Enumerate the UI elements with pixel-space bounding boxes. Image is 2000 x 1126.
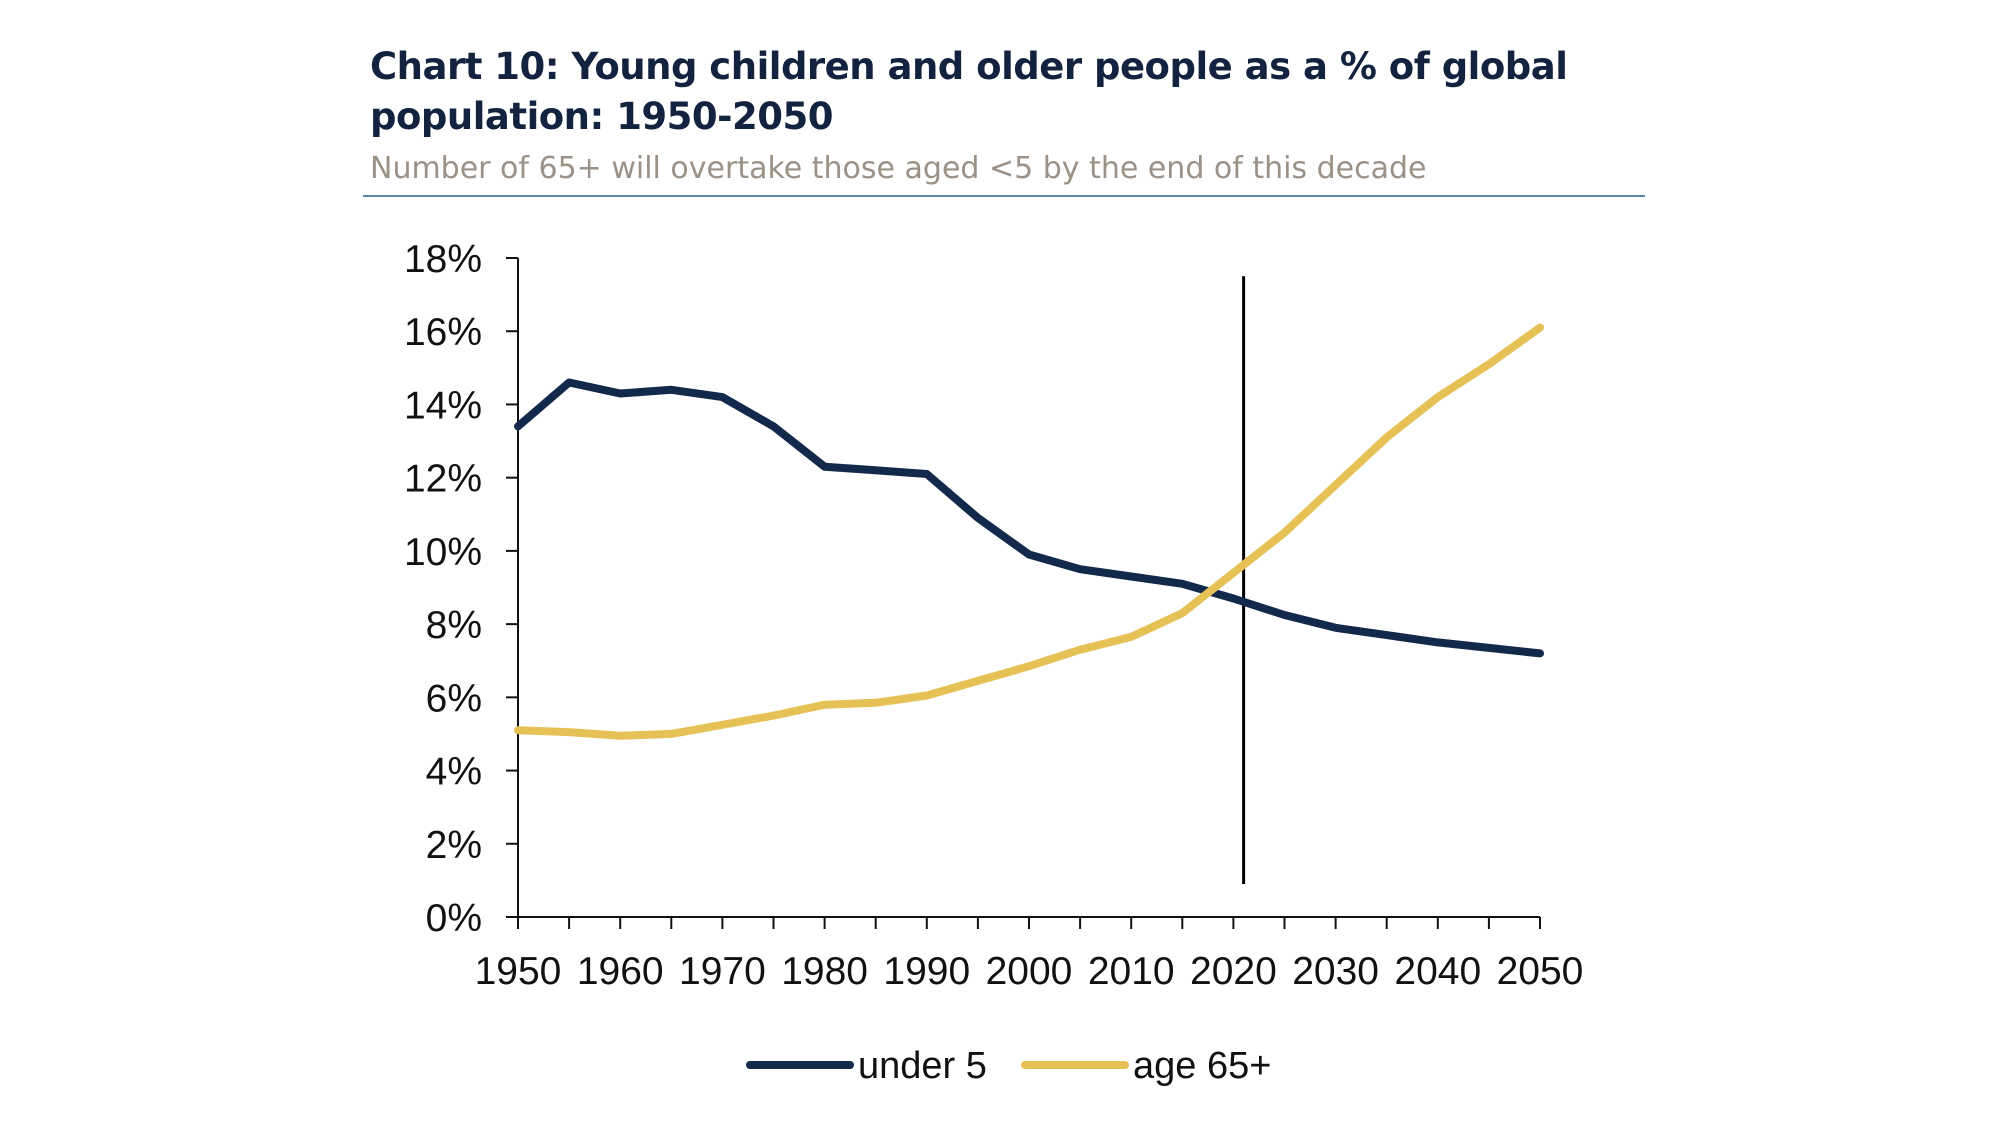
- axes: [517, 258, 1540, 918]
- y-tick-label: 14%: [404, 384, 482, 427]
- series-lines: [514, 323, 1544, 740]
- y-tick-label: 8%: [426, 604, 482, 647]
- x-tick-label: 2000: [986, 950, 1073, 993]
- series-line-age-65: [514, 323, 1544, 740]
- x-tick-label: 1960: [577, 950, 664, 993]
- legend: under 5 age 65+: [746, 1045, 1271, 1087]
- x-tick-label: 2050: [1497, 950, 1584, 993]
- y-tick-label: 2%: [426, 824, 482, 867]
- x-tick-label: 1980: [781, 950, 868, 993]
- x-axis-ticks: 1950 1960 1970 1980 1990 2000 2010 2020 2030 2040…: [475, 917, 1584, 993]
- legend-label: under 5: [858, 1045, 987, 1087]
- chart-title: Chart 10: Young children and older peopl…: [370, 45, 1568, 138]
- title-divider: [363, 195, 1645, 197]
- y-tick-label: 10%: [404, 531, 482, 574]
- series-line-under-5: [514, 378, 1544, 658]
- x-tick-label: 1950: [475, 950, 562, 993]
- x-tick-label: 2030: [1292, 950, 1379, 993]
- legend-label: age 65+: [1133, 1045, 1271, 1087]
- x-tick-label: 1990: [883, 950, 970, 993]
- x-tick-label: 2040: [1394, 950, 1481, 993]
- x-tick-label: 1970: [679, 950, 766, 993]
- chart-subtitle: Number of 65+ will overtake those aged <…: [370, 151, 1427, 186]
- y-tick-label: 4%: [426, 751, 482, 794]
- y-tick-label: 16%: [404, 311, 482, 354]
- y-tick-label: 6%: [426, 677, 482, 720]
- x-tick-label: 2010: [1088, 950, 1175, 993]
- x-tick-label: 2020: [1190, 950, 1277, 993]
- y-tick-label: 12%: [404, 458, 482, 501]
- y-tick-label: 0%: [426, 897, 482, 940]
- y-axis-ticks: 0% 2% 4% 6% 8% 10% 12% 14% 16% 18%: [404, 238, 518, 940]
- y-tick-label: 18%: [404, 238, 482, 281]
